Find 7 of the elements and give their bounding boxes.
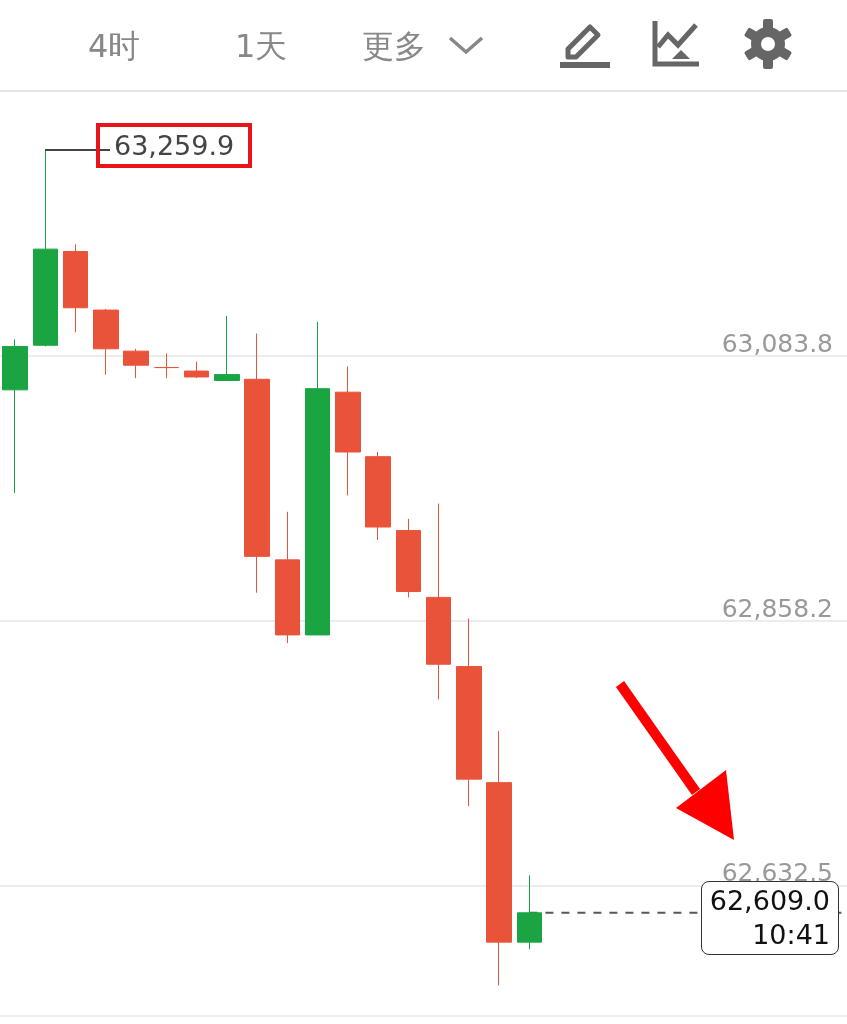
y-tick-label: 62,858.2 xyxy=(721,593,833,623)
y-tick-label: 63,083.8 xyxy=(721,329,833,359)
ref-line-label: 62,609.0 10:41 xyxy=(700,880,839,955)
text: 1天 xyxy=(235,26,288,67)
text: 4时 xyxy=(88,26,141,67)
outline-box: 63,259.9 xyxy=(96,122,253,168)
text: 更多 xyxy=(362,26,426,67)
